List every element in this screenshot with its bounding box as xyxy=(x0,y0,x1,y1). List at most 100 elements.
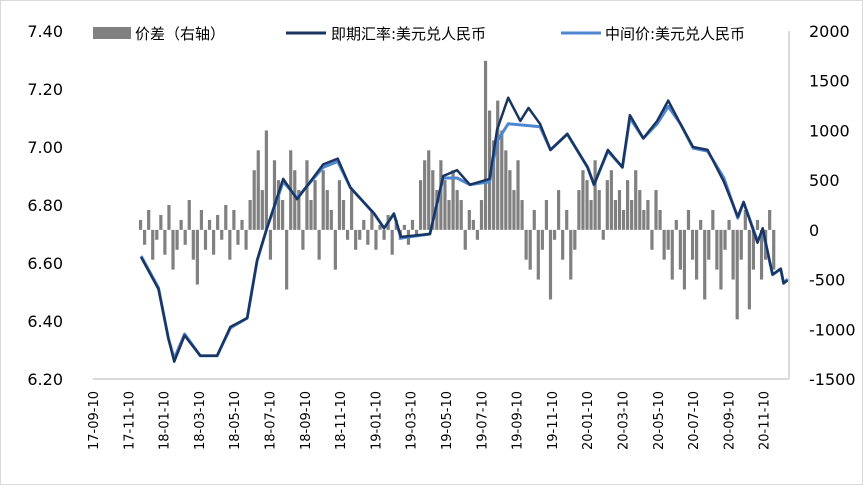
spread-bar xyxy=(609,170,613,230)
spread-bar xyxy=(557,190,561,230)
spread-bar xyxy=(447,200,451,230)
spread-bar xyxy=(228,229,232,260)
spread-bar xyxy=(751,229,756,270)
spread-bar xyxy=(354,229,358,250)
spread-bar xyxy=(621,209,626,230)
left-axis-tick-label: 7.20 xyxy=(27,80,63,99)
spread-bar xyxy=(378,224,382,230)
spread-bar xyxy=(630,200,634,230)
spread-bar xyxy=(520,200,524,230)
spread-bar xyxy=(626,180,630,230)
spread-bar xyxy=(155,229,159,240)
spread-bar xyxy=(167,205,171,230)
spread-bar xyxy=(727,219,731,230)
right-axis-tick-label: 1500 xyxy=(809,72,850,91)
spread-bar xyxy=(512,190,516,230)
spread-bar xyxy=(699,219,703,230)
spread-bar xyxy=(252,170,256,230)
spread-bar xyxy=(548,229,553,300)
spread-bar xyxy=(475,229,480,240)
spread-bar xyxy=(658,209,662,230)
spread-bar xyxy=(532,209,536,230)
spread-bar xyxy=(159,214,163,230)
spread-bar xyxy=(374,229,378,250)
spread-bar xyxy=(723,229,727,250)
spread-bar xyxy=(686,209,691,230)
right-axis-tick-label: 2000 xyxy=(809,22,850,41)
spread-bar xyxy=(662,229,666,260)
spread-bar xyxy=(492,140,496,230)
spread-bar xyxy=(455,190,459,230)
spread-bar xyxy=(260,190,264,230)
spread-bar xyxy=(151,229,155,260)
spread-bar xyxy=(695,229,699,280)
spread-bar xyxy=(212,229,216,255)
spread-bar xyxy=(439,160,443,230)
spread-bar xyxy=(143,229,147,245)
spread-bar xyxy=(423,160,427,230)
x-axis-tick-label: 19-05-10 xyxy=(440,391,455,450)
spread-bar xyxy=(613,200,618,230)
axis-ticks: 6.20 6.40 6.60 6.80 7.00 7.20 7.40 -1500 -1000 -5… xyxy=(27,22,855,450)
spread-bar xyxy=(471,219,475,230)
spread-bar xyxy=(528,229,532,270)
spread-bar xyxy=(147,209,151,230)
x-axis-tick-label: 19-03-10 xyxy=(405,391,420,450)
x-axis-tick-label: 19-11-10 xyxy=(546,391,561,450)
spread-bar xyxy=(678,229,682,270)
spread-bar xyxy=(293,170,297,230)
spread-bar xyxy=(427,150,431,230)
spread-bar xyxy=(366,229,370,245)
spread-bar xyxy=(171,229,175,270)
x-axis-tick-label: 20-07-10 xyxy=(687,391,702,450)
spread-bar xyxy=(735,229,739,320)
x-axis-tick-label: 20-11-10 xyxy=(758,391,773,450)
spread-bar xyxy=(759,229,764,280)
x-axis-tick-label: 18-07-10 xyxy=(264,391,279,450)
spread-bar xyxy=(463,229,467,250)
spread-bar xyxy=(443,180,447,230)
spread-bar xyxy=(516,160,520,230)
spread-bar xyxy=(345,229,350,240)
x-axis-tick-label: 18-11-10 xyxy=(334,391,349,450)
spread-bar xyxy=(772,229,776,270)
spot-rate-line xyxy=(140,96,789,363)
spread-bar xyxy=(195,229,199,285)
spread-bar xyxy=(199,209,204,230)
spread-bar xyxy=(743,209,747,230)
right-axis-tick-label: 0 xyxy=(809,221,819,240)
spread-bar xyxy=(281,200,285,230)
spread-bar xyxy=(410,219,415,230)
spread-bar xyxy=(358,229,362,240)
spread-bar xyxy=(581,170,585,230)
spread-bar xyxy=(642,209,646,230)
right-axis-tick-label: -1000 xyxy=(809,320,856,339)
spread-bar xyxy=(317,229,321,260)
x-axis-tick-label: 20-09-10 xyxy=(722,391,737,450)
spread-bar xyxy=(670,229,674,280)
left-axis-tick-label: 6.60 xyxy=(27,254,63,273)
spread-bar xyxy=(272,160,277,230)
spread-bar xyxy=(731,229,735,280)
spread-bar xyxy=(747,229,751,310)
spread-bar xyxy=(191,229,195,260)
spread-bar xyxy=(402,224,406,230)
spread-bar xyxy=(297,190,301,230)
spread-bar xyxy=(544,200,549,230)
spread-bar xyxy=(313,180,317,230)
spread-bar xyxy=(496,100,500,230)
spread-bar xyxy=(305,160,309,230)
spread-bar xyxy=(325,190,329,230)
spread-bar xyxy=(309,200,313,230)
spread-bar xyxy=(565,209,569,230)
spread-bar xyxy=(459,200,463,230)
left-axis-tick-label: 6.20 xyxy=(27,370,63,389)
spread-bar xyxy=(419,180,423,230)
spread-bar xyxy=(650,229,654,250)
spread-bar xyxy=(755,219,760,230)
spread-bar xyxy=(341,200,346,230)
spread-bar xyxy=(638,190,642,230)
spread-bar xyxy=(431,170,435,230)
spread-bar xyxy=(634,170,638,230)
